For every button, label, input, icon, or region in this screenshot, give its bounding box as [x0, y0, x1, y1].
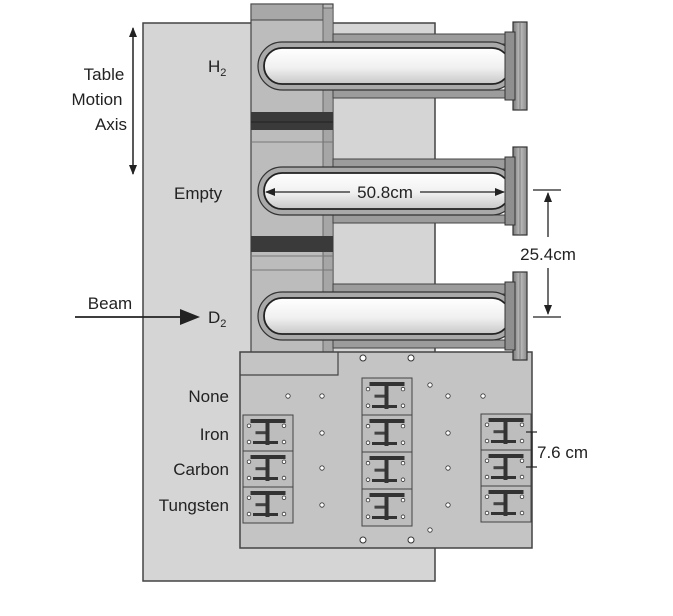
solid-label-carbon: Carbon: [173, 460, 229, 479]
foil-column-right: [480, 413, 532, 523]
foil-holder: [361, 488, 413, 527]
cell-empty: [257, 146, 528, 236]
length-label: 50.8cm: [357, 183, 413, 202]
cryo-target-cells: [257, 21, 528, 361]
foil-column-left-bottom: [242, 486, 294, 524]
length-dimension: 50.8cm: [265, 183, 505, 202]
foil-holder: [361, 414, 413, 453]
foil-holder: [242, 486, 294, 524]
solid-foil-ladders: [242, 377, 532, 533]
spacing-label: 25.4cm: [520, 245, 576, 264]
foil-holder: [480, 413, 532, 451]
foil-holder: [361, 451, 413, 490]
foil-holder: [480, 449, 532, 487]
cell-label-d2: D2: [208, 308, 226, 330]
foil-holder: [242, 450, 294, 488]
solid-pitch-dimension: 7.6 cm: [526, 431, 588, 468]
solid-label-tungsten: Tungsten: [159, 496, 229, 515]
spacing-dimension: 25.4cm: [520, 189, 576, 318]
foil-holder: [361, 377, 413, 416]
plate-alignment-holes: [285, 382, 486, 533]
foil-column-middle: [361, 377, 413, 527]
solid-label-none: None: [188, 387, 229, 406]
table-motion-label-2: Motion: [71, 90, 122, 109]
cell-label-h2: H2: [208, 57, 226, 79]
solid-pitch-label: 7.6 cm: [537, 443, 588, 462]
beam-indicator: Beam: [75, 294, 200, 325]
cell-d2-vessel: [263, 297, 511, 335]
solid-label-iron: Iron: [200, 425, 229, 444]
foil-holder: [480, 485, 532, 523]
foil-holder: [242, 414, 294, 452]
cell-label-empty: Empty: [174, 184, 223, 203]
cell-d2: [257, 271, 528, 361]
table-motion-label-3: Axis: [95, 115, 127, 134]
table-motion-label-1: Table: [84, 65, 125, 84]
beam-label: Beam: [88, 294, 132, 313]
cell-h2: [257, 21, 528, 111]
cell-h2-vessel: [263, 47, 511, 85]
table-motion-axis: Table Motion Axis: [71, 27, 137, 175]
